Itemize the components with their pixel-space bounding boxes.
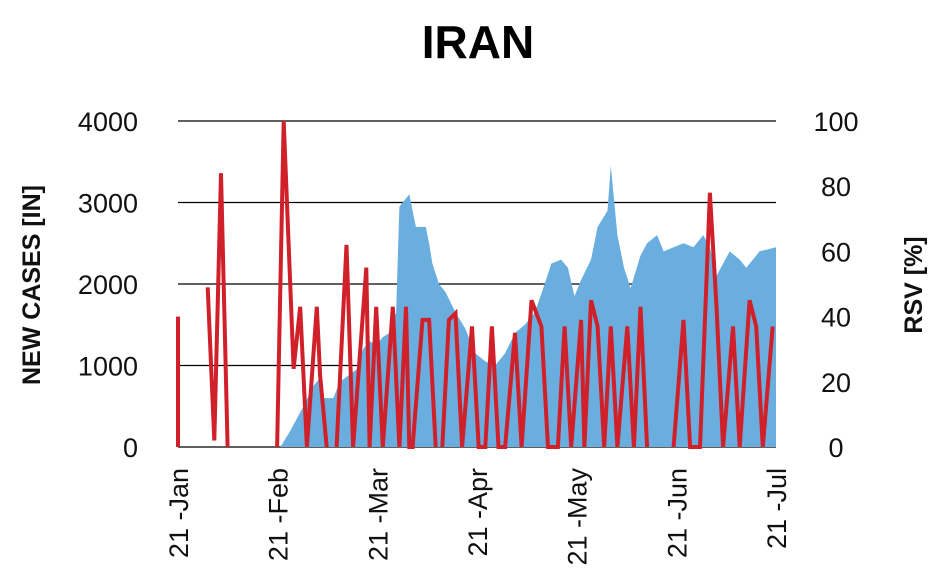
chart-title: IRAN (422, 16, 534, 68)
x-tick-label: 21 -May (563, 468, 593, 566)
x-tick-labels: 21 -Jan 21 -Feb 21 -Mar 21 -Apr 21 -May 21 -J… (164, 468, 792, 566)
cases-area-layer (178, 165, 776, 448)
rsv-line-layer (176, 120, 775, 449)
rsv-line-segment-1 (205, 173, 230, 448)
x-tick-label: 21 -Mar (363, 468, 393, 561)
x-tick-label: 21 -Jul (762, 468, 792, 549)
y-right-tick-label: 0 (828, 433, 843, 463)
rsv-line-segment-4 (440, 299, 650, 449)
y-right-tick-labels: 0 20 40 60 80 100 (813, 107, 858, 463)
rsv-line-segment-3 (334, 244, 438, 449)
y-left-tick-label: 1000 (78, 352, 138, 382)
y-right-tick-label: 40 (821, 303, 851, 333)
y-left-tick-label: 0 (123, 433, 138, 463)
y-right-axis-label: RSV [%] (900, 236, 928, 333)
y-left-tick-label: 3000 (78, 189, 138, 219)
y-left-tick-labels: 0 1000 2000 3000 4000 (78, 107, 138, 463)
x-tick-label: 21 -Apr (463, 468, 493, 557)
y-right-tick-label: 60 (821, 237, 851, 267)
y-left-tick-label: 2000 (78, 270, 138, 300)
rsv-line-segment-2 (275, 120, 329, 448)
y-left-tick-label: 4000 (78, 107, 138, 137)
y-right-tick-label: 20 (821, 368, 851, 398)
rsv-line-segment-5 (671, 192, 775, 449)
y-left-axis-label: NEW CASES [IN] (18, 185, 46, 385)
x-tick-label: 21 -Jun (662, 468, 692, 558)
x-tick-label: 21 -Jan (164, 468, 194, 558)
cases-area (178, 165, 776, 448)
y-right-tick-label: 80 (821, 172, 851, 202)
x-tick-label: 21 -Feb (264, 468, 294, 561)
y-right-tick-label: 100 (813, 107, 858, 137)
